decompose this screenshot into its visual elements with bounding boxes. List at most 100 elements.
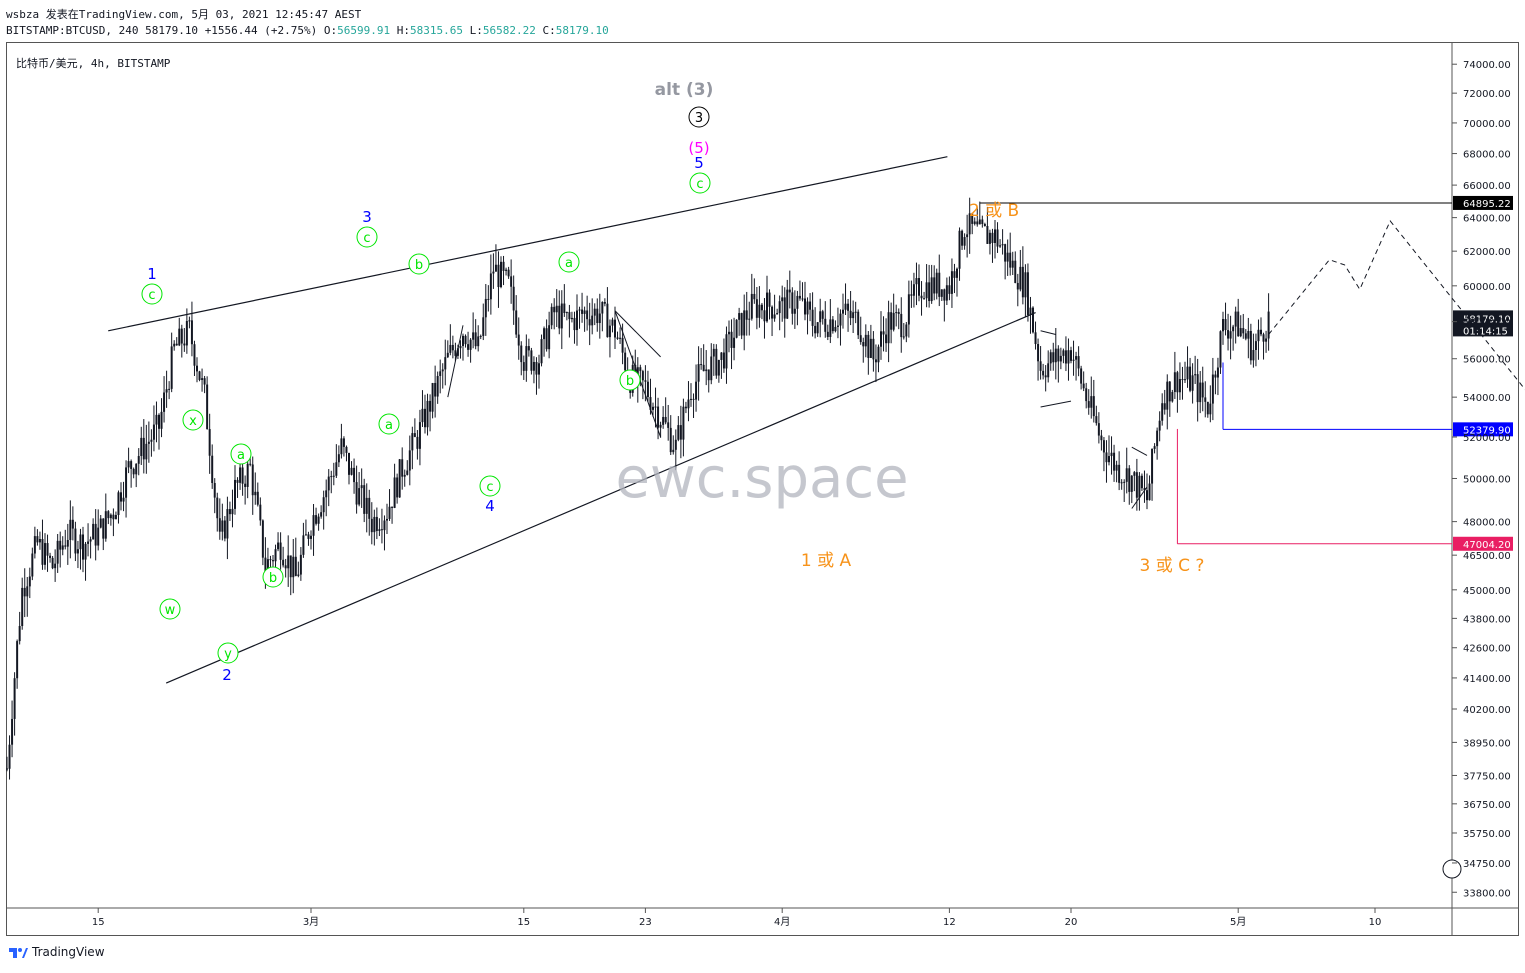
candle-body [196,365,198,372]
candle-body [730,331,733,348]
y-tick-label: 48000.00 [1463,518,1511,529]
candle-body [593,308,596,316]
candle-body [449,344,452,353]
candle-body [109,514,112,519]
candle-body [581,309,584,314]
wave-label-circled3-circle [688,106,710,128]
y-tick-label: 45000.00 [1463,586,1511,597]
wave-label-green: c [486,480,493,495]
candle-body [925,282,928,299]
candle-body [332,475,335,477]
candle-body [137,456,140,464]
candle-body [988,232,991,244]
projection-path [1268,219,1525,391]
wave-label-green-circle [141,283,163,305]
candle-body [312,515,315,536]
candle-body [1128,468,1131,492]
candle-body [966,234,969,238]
candle-body [535,361,538,375]
candle-body [771,306,774,319]
candle-body [1039,361,1042,371]
candle-body [1140,475,1143,489]
candle-body [23,587,26,597]
candle-body [867,334,870,358]
candle-body [388,506,391,519]
candle-body [441,369,444,372]
x-tick-label: 12 [943,917,956,928]
last-price-label: 58179.10 [1463,314,1511,325]
candle-body [994,229,996,243]
candle-body [1199,382,1202,403]
candle-body [380,529,383,531]
candle-body [33,536,36,554]
candle-body [1064,350,1067,364]
wave-label-green-circle [378,413,400,435]
candle-body [755,299,758,318]
candle-body [852,312,855,319]
candle-body [246,463,249,487]
candle-body [1216,367,1219,378]
candle-body [218,518,221,532]
candle-body [1181,379,1184,381]
candle-body [538,363,540,375]
y-tick-label: 52000.00 [1463,433,1511,444]
candle-body [695,381,698,400]
candle-body [462,335,464,346]
candle-body [608,325,611,338]
price-level-label: 64895.22 [1463,199,1511,210]
candle-body [497,264,500,288]
price-level-tag [1453,422,1513,437]
candle-body [570,317,573,320]
wave-label-alt: alt (3) [655,80,714,100]
candle-body [1148,483,1151,501]
scale-toggle-icon[interactable] [1442,859,1462,879]
candle-body [307,534,310,539]
candle-body [1090,396,1093,408]
candle-body [517,334,520,346]
candle-body [264,557,267,572]
chart-frame[interactable] [6,42,1519,936]
candle-body [310,535,312,539]
candle-body [484,298,487,318]
candle-body [142,437,145,460]
wave-label-green-circle [558,251,580,273]
candle-body [882,331,885,335]
candle-body [1052,352,1055,363]
y-tick-label: 38950.00 [1463,738,1511,749]
candle-body [469,339,472,350]
candle-body [877,346,880,363]
watermark: ewc.space [615,446,908,511]
candle-body [79,534,82,550]
candle-body [358,488,361,505]
candle-body [961,230,964,246]
candle-body [1085,388,1088,402]
candle-body [429,400,432,412]
candle-body [185,321,188,346]
candle-body [411,433,414,451]
x-tick-label: 5月 [1230,916,1246,928]
candle-body [188,320,191,322]
candle-body [1042,370,1045,376]
wave-label-green: c [148,288,155,303]
y-tick-label: 50000.00 [1463,474,1511,485]
y-tick-label: 33800.00 [1463,888,1511,899]
candle-body [203,378,206,385]
candle-body [905,324,908,337]
candle-body [1153,446,1156,449]
candle-body [923,298,926,300]
y-tick-label: 54000.00 [1463,393,1511,404]
candle-body [1227,330,1230,339]
candle-body [897,312,900,314]
candle-body [733,337,736,348]
candle-body [363,485,366,514]
candle-body [342,438,345,447]
wave-label-green: a [385,418,393,433]
candle-body [578,309,581,311]
candle-body [327,476,330,491]
candle-body [859,335,862,343]
candle-body [968,213,971,235]
x-tick-label: 4月 [774,916,790,928]
pattern-line [1040,330,1056,335]
candle-body [1186,366,1189,380]
